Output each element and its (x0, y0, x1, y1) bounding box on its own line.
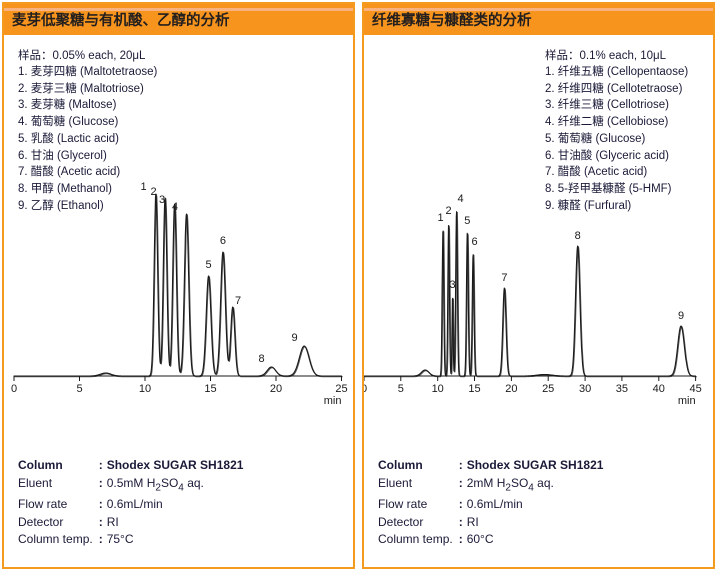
svg-text:6: 6 (471, 236, 477, 248)
svg-text:4: 4 (172, 201, 178, 213)
svg-text:15: 15 (204, 383, 216, 395)
svg-text:2: 2 (150, 186, 156, 198)
svg-text:7: 7 (235, 295, 241, 307)
svg-text:9: 9 (291, 332, 297, 344)
svg-text:1: 1 (437, 212, 443, 224)
svg-text:25: 25 (542, 383, 554, 395)
svg-text:1: 1 (140, 181, 146, 193)
svg-text:10: 10 (139, 383, 151, 395)
svg-text:2: 2 (446, 205, 452, 217)
svg-text:8: 8 (575, 230, 581, 242)
svg-text:10: 10 (432, 383, 444, 395)
svg-text:9: 9 (678, 310, 684, 322)
svg-text:5: 5 (76, 383, 82, 395)
svg-text:3: 3 (450, 279, 456, 291)
svg-text:20: 20 (505, 383, 517, 395)
svg-text:0: 0 (11, 383, 17, 395)
svg-text:8: 8 (258, 353, 264, 365)
svg-text:40: 40 (653, 383, 665, 395)
svg-text:30: 30 (579, 383, 591, 395)
svg-text:20: 20 (270, 383, 282, 395)
svg-text:45: 45 (689, 383, 701, 395)
svg-text:5: 5 (464, 215, 470, 227)
svg-text:min: min (324, 395, 342, 407)
svg-text:min: min (678, 395, 696, 407)
svg-text:35: 35 (616, 383, 628, 395)
svg-text:3: 3 (159, 194, 165, 206)
svg-text:0: 0 (364, 383, 367, 395)
svg-text:5: 5 (205, 259, 211, 271)
svg-text:7: 7 (501, 272, 507, 284)
svg-text:6: 6 (220, 235, 226, 247)
svg-text:5: 5 (398, 383, 404, 395)
svg-text:4: 4 (457, 193, 463, 205)
svg-text:25: 25 (335, 383, 347, 395)
svg-text:15: 15 (468, 383, 480, 395)
